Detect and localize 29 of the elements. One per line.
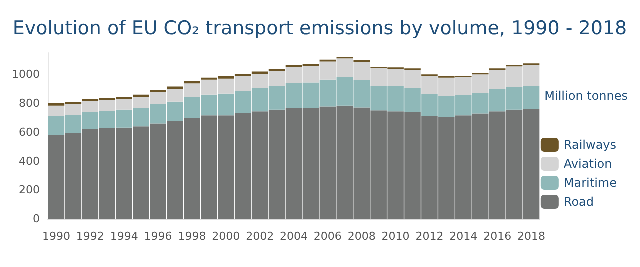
x-tick-label: 2004 — [280, 230, 308, 243]
y-tick-label: 1000 — [12, 68, 40, 82]
x-tick-label: 1998 — [178, 230, 206, 243]
x-tick-label: 2000 — [212, 230, 240, 243]
x-tick-label: 2010 — [382, 230, 410, 243]
bar — [184, 81, 200, 84]
x-tick-label: 2016 — [484, 230, 512, 243]
y-tick-label: 400 — [19, 154, 40, 168]
y-tick-label: 800 — [19, 97, 40, 110]
x-tick-label: 2006 — [314, 230, 342, 243]
y-tick-label: 600 — [19, 126, 40, 139]
x-tick-label: 2002 — [246, 230, 274, 243]
legend-label: Railways — [564, 138, 617, 152]
legend-label: Maritime — [564, 176, 618, 190]
x-tick-label: 1990 — [42, 230, 70, 243]
x-tick-label: 1994 — [110, 230, 138, 243]
chart-title: Evolution of EU CO₂ transport emissions by volume, 1990 - 2018 — [12, 18, 628, 40]
y-axis-title: Million tonnes — [544, 89, 628, 103]
x-tick-label: 2008 — [348, 230, 376, 243]
legend-label: Aviation — [564, 157, 612, 171]
bar — [354, 60, 370, 63]
x-tick-label: 1992 — [76, 230, 104, 243]
x-tick-label: 2014 — [450, 230, 478, 243]
x-tick-label: 1996 — [144, 230, 172, 243]
x-tick-label: 2012 — [416, 230, 444, 243]
legend-label: Road — [564, 195, 594, 209]
y-tick-label: 200 — [19, 184, 40, 197]
y-tick-label: 0 — [33, 212, 40, 226]
x-tick-label: 2018 — [518, 230, 546, 243]
